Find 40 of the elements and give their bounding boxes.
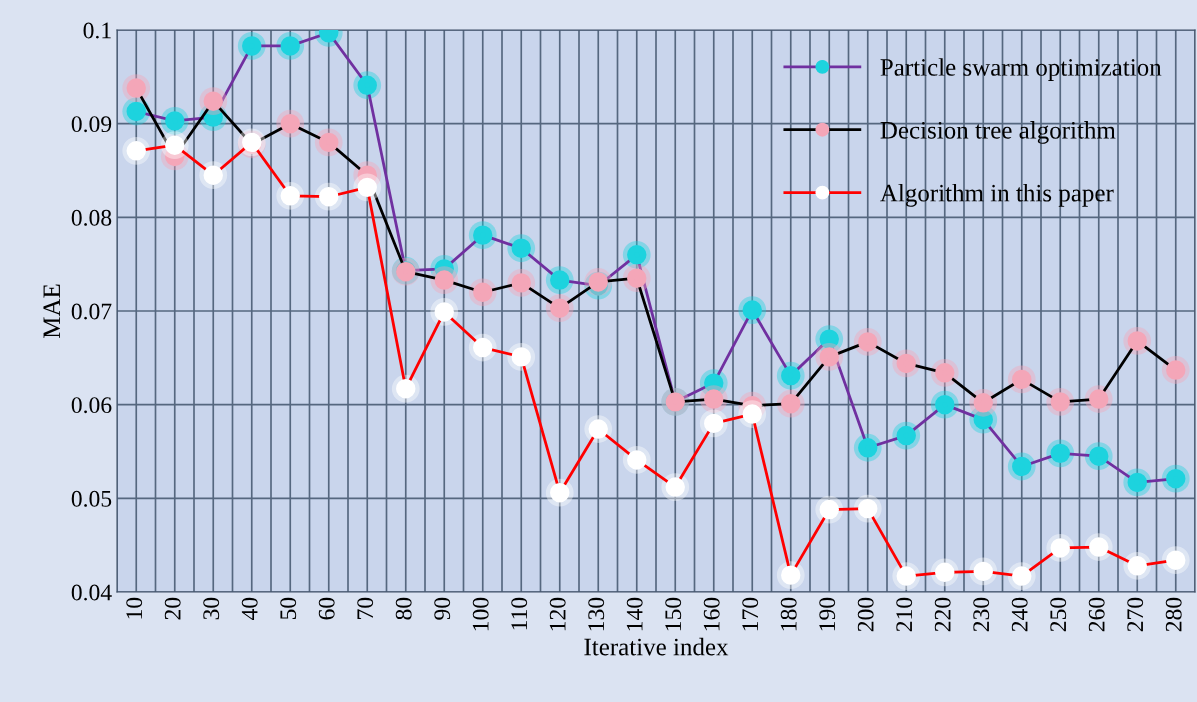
x-tick-label: 10 xyxy=(126,597,143,619)
legend-label: Particle swarm optimization xyxy=(880,58,1162,81)
x-tick-label: 240 xyxy=(1011,597,1028,632)
x-tick-label: 210 xyxy=(896,597,913,632)
x-axis-title: Iterative index xyxy=(584,637,729,656)
x-tick-label: 160 xyxy=(703,597,720,631)
x-tick-label: 20 xyxy=(164,597,181,620)
x-tick-label: 120 xyxy=(549,597,566,631)
x-tick-label: 280 xyxy=(1165,597,1182,632)
x-tick-label: 60 xyxy=(318,597,335,620)
x-tick-label: 150 xyxy=(665,597,682,631)
x-tick-label: 50 xyxy=(280,597,297,620)
x-tick-label: 90 xyxy=(434,597,451,620)
y-tick-label: 0.04 xyxy=(71,584,112,601)
x-tick-label: 40 xyxy=(241,597,258,621)
legend-label: Algorithm in this paper xyxy=(880,183,1114,207)
y-tick-label: 0.06 xyxy=(71,397,112,414)
x-tick-label: 190 xyxy=(819,597,836,631)
x-tick-label: 230 xyxy=(973,597,990,632)
y-tick-label: 0.1 xyxy=(83,22,111,39)
y-axis-title: MAE xyxy=(43,284,60,339)
y-tick-label: 0.08 xyxy=(71,209,112,226)
x-tick-label: 270 xyxy=(1127,597,1144,632)
x-tick-label: 70 xyxy=(357,597,374,619)
x-tick-label: 110 xyxy=(511,597,528,630)
x-tick-label: 80 xyxy=(395,597,412,620)
x-tick-label: 200 xyxy=(857,597,874,632)
x-tick-label: 170 xyxy=(742,597,759,631)
x-tick-label: 140 xyxy=(626,597,643,631)
x-tick-label: 100 xyxy=(472,597,489,631)
x-tick-label: 130 xyxy=(588,597,605,631)
x-tick-label: 260 xyxy=(1088,597,1105,632)
y-tick-label: 0.07 xyxy=(71,303,112,320)
x-tick-label: 250 xyxy=(1050,597,1067,632)
legend-label: Decision tree algorithm xyxy=(880,121,1116,144)
x-tick-label: 180 xyxy=(780,597,797,631)
x-tick-label: 30 xyxy=(203,597,220,620)
x-tick-label: 220 xyxy=(934,597,951,632)
y-tick-label: 0.09 xyxy=(71,116,112,133)
y-tick-label: 0.05 xyxy=(71,490,112,507)
